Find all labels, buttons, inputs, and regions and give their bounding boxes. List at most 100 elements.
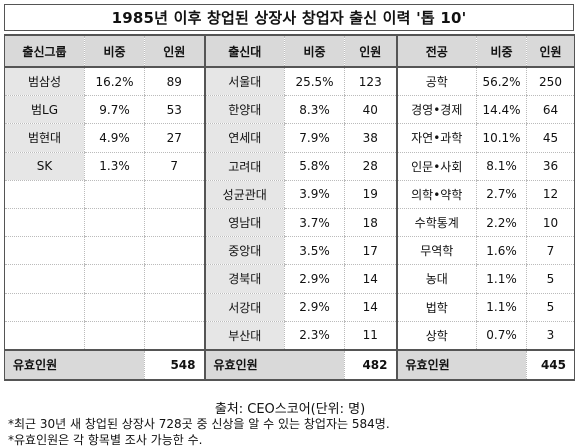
- total-label-group: 유효인원: [4, 348, 145, 381]
- major-count-cell: 12: [526, 179, 575, 209]
- table-row: 범LG 9.7% 53 한양대 8.3% 40 경영•경제 14.4% 64: [4, 95, 575, 125]
- group-count-cell: [144, 320, 205, 351]
- major-share-cell: 1.6%: [476, 236, 527, 266]
- university-share-cell: 25.5%: [284, 66, 345, 97]
- university-share-cell: 5.8%: [284, 151, 345, 181]
- group-count-cell: 53: [144, 95, 205, 125]
- header-count: 인원: [344, 34, 397, 68]
- footnote: *최근 30년 새 창업된 상장사 728곳 중 신상을 알 수 있는 창업자는…: [8, 417, 390, 431]
- university-name-cell: 연세대: [203, 123, 285, 153]
- university-count-cell: 28: [344, 151, 397, 181]
- group-name-cell: SK: [4, 151, 85, 181]
- group-count-cell: 27: [144, 123, 205, 153]
- header-major: 전공: [395, 34, 477, 68]
- group-count-cell: [144, 264, 205, 294]
- table-row: 서강대 2.9% 14 법학 1.1% 5: [4, 292, 575, 322]
- university-share-cell: 3.5%: [284, 236, 345, 266]
- group-count-cell: [144, 179, 205, 209]
- major-count-cell: 36: [526, 151, 575, 181]
- major-count-cell: 5: [526, 264, 575, 294]
- university-name-cell: 영남대: [203, 207, 285, 238]
- major-count-cell: 10: [526, 207, 575, 238]
- major-name-cell: 상학: [395, 320, 477, 351]
- group-share-cell: [84, 264, 145, 294]
- total-value-major: 445: [526, 348, 575, 381]
- group-name-cell: [4, 320, 85, 351]
- major-share-cell: 0.7%: [476, 320, 527, 351]
- group-count-cell: [144, 207, 205, 238]
- major-share-cell: 56.2%: [476, 66, 527, 97]
- university-count-cell: 14: [344, 264, 397, 294]
- header-university: 출신대: [203, 34, 285, 68]
- university-share-cell: 2.9%: [284, 292, 345, 322]
- group-name-cell: 범LG: [4, 95, 85, 125]
- group-name-cell: [4, 179, 85, 209]
- major-name-cell: 자연•과학: [395, 123, 477, 153]
- table-row: 성균관대 3.9% 19 의학•약학 2.7% 12: [4, 179, 575, 209]
- university-count-cell: 14: [344, 292, 397, 322]
- university-name-cell: 부산대: [203, 320, 285, 351]
- university-name-cell: 중앙대: [203, 236, 285, 266]
- group-name-cell: [4, 207, 85, 238]
- major-name-cell: 농대: [395, 264, 477, 294]
- major-share-cell: 2.7%: [476, 179, 527, 209]
- group-share-cell: 4.9%: [84, 123, 145, 153]
- data-table: 출신그룹 비중 인원 출신대 비중 인원 전공 비중 인원 범삼성 16.2% 89…: [4, 34, 575, 381]
- major-share-cell: 1.1%: [476, 264, 527, 294]
- table-row: 범삼성 16.2% 89 서울대 25.5% 123 공학 56.2% 250: [4, 66, 575, 97]
- table-title: 1985년 이후 창업된 상장사 창업자 출신 이력 '톱 10': [4, 4, 574, 31]
- group-share-cell: 9.7%: [84, 95, 145, 125]
- major-name-cell: 인문•사회: [395, 151, 477, 181]
- university-share-cell: 2.9%: [284, 264, 345, 294]
- group-share-cell: [84, 320, 145, 351]
- group-name-cell: 범삼성: [4, 66, 85, 97]
- university-share-cell: 3.7%: [284, 207, 345, 238]
- table-row: 범현대 4.9% 27 연세대 7.9% 38 자연•과학 10.1% 45: [4, 123, 575, 153]
- university-name-cell: 경북대: [203, 264, 285, 294]
- group-name-cell: [4, 292, 85, 322]
- header-count: 인원: [144, 34, 205, 68]
- university-name-cell: 서강대: [203, 292, 285, 322]
- table-row: 부산대 2.3% 11 상학 0.7% 3: [4, 320, 575, 351]
- major-share-cell: 8.1%: [476, 151, 527, 181]
- major-name-cell: 수학통계: [395, 207, 477, 238]
- table-row: 경북대 2.9% 14 농대 1.1% 5: [4, 264, 575, 294]
- university-count-cell: 123: [344, 66, 397, 97]
- group-share-cell: 1.3%: [84, 151, 145, 181]
- total-value-university: 482: [344, 348, 397, 381]
- footnote: *유효인원은 각 항목별 조사 가능한 수.: [8, 433, 203, 447]
- table-row: 중앙대 3.5% 17 무역학 1.6% 7: [4, 236, 575, 266]
- header-share: 비중: [284, 34, 345, 68]
- group-share-cell: 16.2%: [84, 66, 145, 97]
- group-share-cell: [84, 179, 145, 209]
- group-name-cell: 범현대: [4, 123, 85, 153]
- group-share-cell: [84, 236, 145, 266]
- major-name-cell: 경영•경제: [395, 95, 477, 125]
- group-name-cell: [4, 236, 85, 266]
- major-count-cell: 5: [526, 292, 575, 322]
- university-name-cell: 성균관대: [203, 179, 285, 209]
- source-text: 출처: CEO스코어(단위: 명): [214, 402, 366, 417]
- major-share-cell: 14.4%: [476, 95, 527, 125]
- total-value-group: 548: [144, 348, 205, 381]
- major-count-cell: 250: [526, 66, 575, 97]
- total-label-university: 유효인원: [203, 348, 345, 381]
- university-share-cell: 3.9%: [284, 179, 345, 209]
- university-name-cell: 한양대: [203, 95, 285, 125]
- major-share-cell: 1.1%: [476, 292, 527, 322]
- header-group: 출신그룹: [4, 34, 85, 68]
- major-count-cell: 3: [526, 320, 575, 351]
- university-count-cell: 40: [344, 95, 397, 125]
- group-share-cell: [84, 207, 145, 238]
- university-count-cell: 18: [344, 207, 397, 238]
- university-name-cell: 고려대: [203, 151, 285, 181]
- header-count: 인원: [526, 34, 575, 68]
- table-row: 영남대 3.7% 18 수학통계 2.2% 10: [4, 207, 575, 238]
- major-share-cell: 2.2%: [476, 207, 527, 238]
- group-name-cell: [4, 264, 85, 294]
- university-count-cell: 38: [344, 123, 397, 153]
- university-count-cell: 17: [344, 236, 397, 266]
- header-share: 비중: [476, 34, 527, 68]
- table-row: SK 1.3% 7 고려대 5.8% 28 인문•사회 8.1% 36: [4, 151, 575, 181]
